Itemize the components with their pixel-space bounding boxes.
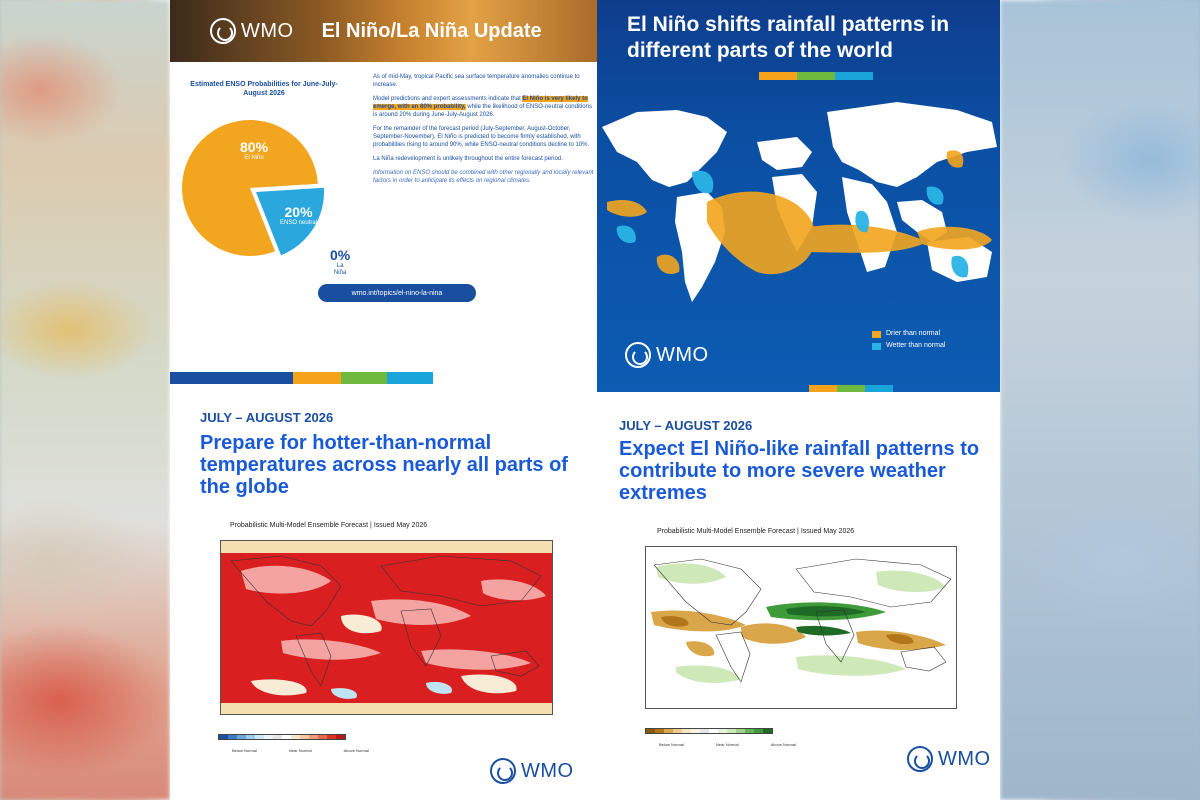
precipitation-forecast-map	[645, 546, 957, 709]
pie-chart-title: Estimated ENSO Probabilities for June-Ju…	[190, 81, 338, 97]
legend-label-wetter: Wetter than normal	[886, 342, 946, 349]
pie-pct-el-nino: 80%	[240, 139, 269, 155]
pie-sub-la-nina: La Niña	[333, 263, 347, 276]
infographic-sheet: WMO El Niño/La Niña Update Estimated ENS…	[170, 0, 1000, 800]
color-stripe	[170, 372, 433, 384]
precipitation-map-svg	[646, 547, 956, 708]
paragraph-5: Information on ENSO should be combined w…	[373, 170, 594, 184]
temperature-map-svg	[221, 541, 552, 714]
legend-swatch-wetter	[872, 342, 881, 350]
panel-title: El Niño/La Niña Update	[321, 19, 542, 42]
cool-patches	[331, 681, 452, 699]
wmo-logo: WMO	[625, 342, 709, 368]
wmo-logo: WMO	[490, 758, 574, 784]
very-dry-patches	[661, 616, 914, 645]
wmo-wordmark: WMO	[241, 19, 294, 42]
world-rainfall-map	[602, 102, 997, 302]
wmo-logo: WMO	[907, 746, 991, 772]
probability-color-scale	[218, 734, 346, 740]
pie-label-el-nino: 80% El Niño	[240, 140, 268, 162]
paragraph-2: Model predictions and expert assessments…	[373, 95, 595, 119]
pie-slice-enso-neutral	[256, 187, 325, 256]
wmo-wordmark: WMO	[938, 747, 991, 770]
forecast-period: JULY – AUGUST 2026	[200, 410, 334, 425]
color-stripe	[809, 385, 893, 392]
background-right-blur	[1000, 0, 1200, 800]
pie-label-la-nina: 0% La Niña	[330, 248, 350, 277]
legend-item-wetter: Wetter than normal	[872, 340, 945, 352]
moderate-warm-patches	[241, 565, 546, 670]
paragraph-4: La Niña redevelopment is unlikely throug…	[373, 156, 563, 162]
wmo-wordmark: WMO	[521, 759, 574, 782]
wmo-emblem-icon	[625, 342, 651, 368]
temperature-forecast-panel: JULY – AUGUST 2026 Prepare for hotter-th…	[170, 400, 585, 800]
rainfall-patterns-panel: El Niño shifts rainfall patterns in diff…	[597, 0, 1000, 392]
scale-labels: Below Normal Near Normal Above Normal	[232, 748, 369, 753]
panel-title: Expect El Niño-like rainfall patterns to…	[619, 438, 980, 504]
paragraph-2-start: Model predictions and expert assessments…	[373, 96, 521, 102]
legend-swatch-drier	[872, 330, 881, 338]
panel-title: El Niño shifts rainfall patterns in diff…	[627, 13, 950, 62]
wmo-logo: WMO	[210, 18, 294, 44]
forecast-period: JULY – AUGUST 2026	[619, 418, 753, 433]
enso-pie-chart: 80% El Niño 20% ENSO neutral 0% La Niña	[180, 110, 350, 277]
wmo-topic-link[interactable]: wmo.int/topics/el-nino-la-nina	[318, 284, 476, 302]
paragraph-1: As of mid-May, tropical Pacific sea surf…	[373, 74, 580, 88]
legend-label-drier: Drier than normal	[886, 330, 941, 337]
forecast-map-title: Probabilistic Multi-Model Ensemble Forec…	[230, 522, 428, 529]
drier-regions	[607, 150, 992, 275]
temperature-forecast-map	[220, 540, 553, 715]
scale-label-above: Above Normal	[343, 748, 369, 753]
pie-sub-el-nino: El Niño	[244, 155, 264, 161]
paragraph-2-end: while the likelihood of ENSO-neutral con…	[373, 104, 592, 118]
paragraph-3: For the remainder of the forecast period…	[373, 126, 590, 148]
near-normal-patches	[251, 614, 517, 696]
scale-label-below: Below Normal	[232, 748, 257, 753]
scale-label-below: Below Normal	[659, 742, 684, 747]
pie-pct-la-nina: 0%	[330, 247, 351, 263]
coastlines	[230, 555, 542, 687]
panel-title: Prepare for hotter-than-normal temperatu…	[200, 432, 568, 498]
coastlines	[653, 558, 952, 683]
panel-header: WMO El Niño/La Niña Update	[170, 0, 600, 62]
probability-color-scale	[645, 728, 773, 734]
forecast-map-title: Probabilistic Multi-Model Ensemble Forec…	[657, 528, 855, 535]
scale-label-near: Near Normal	[715, 742, 739, 747]
slightly-wet-patches	[656, 563, 946, 683]
wetter-regions	[616, 170, 969, 278]
pie-sub-neutral: ENSO neutral	[280, 220, 318, 226]
pie-label-enso-neutral: 20% ENSO neutral	[280, 205, 317, 227]
wmo-emblem-icon	[490, 758, 516, 784]
update-text: As of mid-May, tropical Pacific sea surf…	[373, 73, 595, 191]
background-left-blur	[0, 0, 170, 800]
scale-label-near: Near Normal	[288, 748, 312, 753]
wmo-emblem-icon	[907, 746, 933, 772]
enso-update-panel: WMO El Niño/La Niña Update Estimated ENS…	[170, 0, 600, 390]
wmo-wordmark: WMO	[656, 343, 709, 366]
scale-label-above: Above Normal	[770, 742, 796, 747]
scale-labels: Below Normal Near Normal Above Normal	[659, 742, 796, 747]
legend-item-drier: Drier than normal	[872, 328, 945, 340]
color-stripe	[759, 72, 873, 80]
rainfall-forecast-panel: JULY – AUGUST 2026 Expect El Niño-like r…	[597, 400, 1000, 800]
pie-svg	[182, 119, 325, 256]
map-legend: Drier than normal Wetter than normal	[872, 328, 945, 352]
wmo-emblem-icon	[210, 18, 236, 44]
pie-pct-neutral: 20%	[284, 204, 313, 220]
pie-slice-el-nino	[182, 119, 318, 256]
